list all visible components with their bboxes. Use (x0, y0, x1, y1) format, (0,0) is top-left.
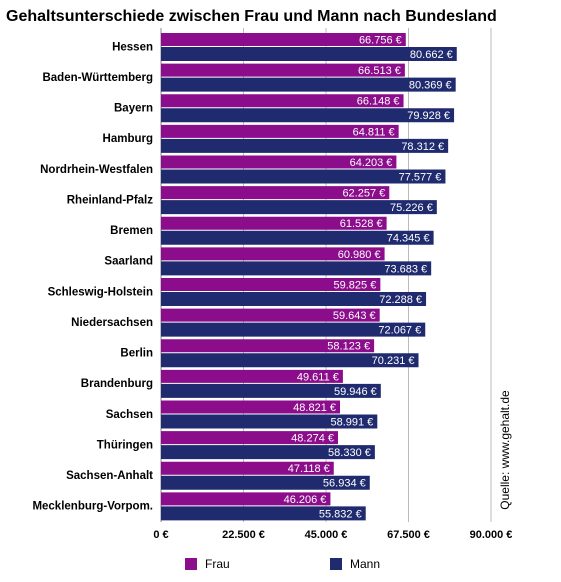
category-label: Nordrhein-Westfalen (40, 164, 153, 176)
bar (161, 383, 381, 398)
bar (161, 492, 331, 506)
bar (161, 506, 366, 521)
bar (161, 353, 419, 368)
value-label: 75.226 € (390, 202, 433, 214)
value-label: 55.832 € (319, 508, 362, 520)
value-label: 47.118 € (288, 463, 330, 475)
value-label: 73.683 € (384, 263, 427, 275)
value-label: 80.369 € (409, 80, 452, 92)
bar (161, 322, 426, 337)
category-label: Bayern (114, 103, 153, 115)
category-label: Mecklenburg-Vorpom. (32, 501, 153, 513)
bar (161, 339, 375, 353)
bar (161, 124, 399, 138)
value-label: 48.274 € (291, 433, 334, 445)
bar (161, 247, 385, 261)
value-label: 64.203 € (350, 157, 393, 169)
bar (161, 63, 405, 77)
bar (161, 230, 434, 245)
category-label: Niedersachsen (71, 317, 153, 329)
x-tick-label: 45.000 € (305, 529, 348, 541)
value-label: 59.825 € (334, 279, 377, 291)
bar (161, 414, 378, 429)
value-label: 58.991 € (330, 416, 373, 428)
value-label: 58.330 € (328, 447, 371, 459)
x-tick-label: 67.500 € (387, 529, 430, 541)
category-label: Schleswig-Holstein (48, 286, 153, 298)
value-label: 80.662 € (410, 49, 453, 61)
value-label: 66.756 € (359, 34, 402, 46)
bar (161, 169, 446, 184)
bar (161, 108, 455, 123)
value-label: 58.123 € (327, 341, 370, 353)
bar (161, 94, 404, 108)
category-label: Rheinland-Pfalz (67, 194, 154, 206)
source-note: Quelle: www.gehalt.de (498, 390, 512, 510)
x-tick-label: 90.000 € (470, 529, 513, 541)
category-label: Sachsen (106, 409, 153, 421)
value-label: 46.206 € (284, 494, 327, 506)
value-label: 59.946 € (334, 386, 377, 398)
x-tick-label: 0 € (153, 529, 168, 541)
x-tick-label: 22.500 € (222, 529, 265, 541)
bar (161, 461, 334, 475)
legend-swatch (330, 558, 342, 570)
legend-label: Frau (205, 557, 230, 571)
bar (161, 431, 339, 445)
legend-label: Mann (350, 557, 380, 571)
bar (161, 138, 449, 153)
value-label: 78.312 € (401, 141, 444, 153)
chart-title: Gehaltsunterschiede zwischen Frau und Ma… (6, 8, 497, 25)
value-label: 61.528 € (340, 218, 383, 230)
bar (161, 475, 370, 490)
bar (161, 400, 341, 414)
category-label: Hamburg (103, 133, 153, 145)
value-label: 48.821 € (293, 402, 336, 414)
bar (161, 200, 437, 215)
bar (161, 77, 456, 92)
category-label: Baden-Württemberg (42, 72, 153, 84)
category-label: Saarland (104, 256, 153, 268)
value-label: 70.231 € (372, 355, 415, 367)
category-label: Brandenburg (81, 378, 153, 390)
value-label: 60.980 € (338, 249, 381, 261)
value-label: 59.643 € (333, 310, 376, 322)
bar (161, 308, 380, 322)
bar (161, 292, 427, 306)
bar (161, 278, 381, 291)
bar (161, 47, 457, 61)
bar (161, 216, 387, 230)
bar (161, 369, 343, 383)
value-label: 79.928 € (407, 110, 450, 122)
category-label: Hessen (112, 41, 153, 53)
value-label: 49.611 € (297, 371, 339, 383)
value-label: 77.577 € (399, 171, 442, 183)
value-label: 56.934 € (323, 478, 366, 490)
value-label: 64.811 € (353, 126, 395, 138)
category-label: Bremen (110, 225, 153, 237)
category-label: Thüringen (97, 439, 153, 451)
bar (161, 155, 397, 169)
bar (161, 261, 432, 276)
category-label: Berlin (120, 348, 153, 360)
value-label: 66.148 € (357, 96, 400, 108)
bar (161, 186, 390, 200)
bar (161, 445, 375, 460)
value-label: 66.513 € (358, 65, 401, 77)
bar (161, 33, 406, 46)
legend-swatch (185, 558, 197, 570)
value-label: 62.257 € (342, 188, 385, 200)
value-label: 72.288 € (379, 294, 422, 306)
value-label: 72.067 € (378, 325, 421, 337)
value-label: 74.345 € (387, 233, 430, 245)
category-label: Sachsen-Anhalt (66, 470, 153, 482)
